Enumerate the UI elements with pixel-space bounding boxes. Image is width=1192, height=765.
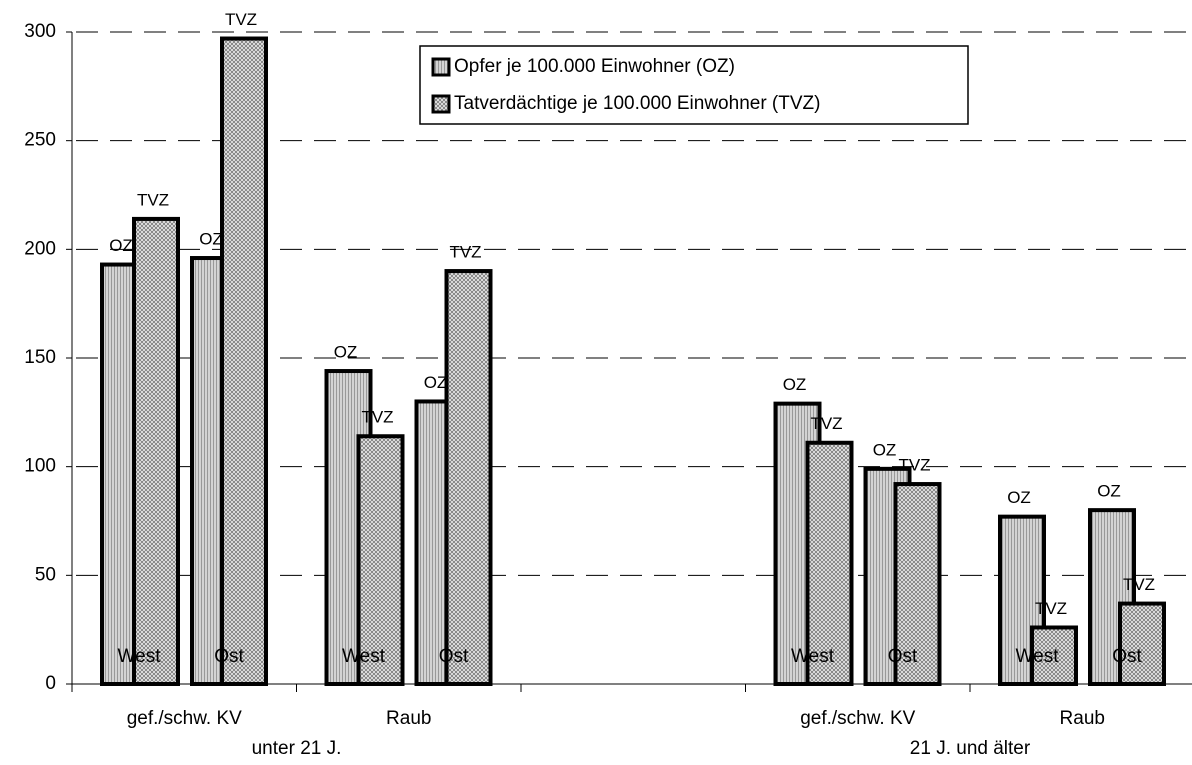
bar-label: TVZ [810, 414, 842, 433]
legend-label: Opfer je 100.000 Einwohner (OZ) [454, 56, 735, 77]
y-tick-label: 100 [24, 456, 56, 477]
bar [1118, 601, 1166, 686]
subgroup-label: Ost [439, 646, 469, 667]
bar [805, 440, 854, 687]
bar [444, 269, 493, 686]
bar-label: TVZ [225, 10, 257, 29]
x-tick-label: Raub [386, 708, 431, 729]
y-tick-label: 200 [24, 238, 56, 259]
group-label: unter 21 J. [252, 738, 342, 759]
subgroup-label: Ost [888, 646, 918, 667]
bar-label: TVZ [1035, 599, 1067, 618]
bar-label: OZ [1097, 482, 1121, 501]
bar [356, 434, 405, 686]
subgroup-label: West [791, 646, 835, 667]
x-tick-label: gef./schw. KV [800, 708, 915, 729]
bar-label: TVZ [449, 243, 481, 262]
bar-label: OZ [199, 230, 223, 249]
y-tick-label: 50 [35, 564, 56, 585]
bar [1030, 625, 1078, 687]
legend-label: Tatverdächtige je 100.000 Einwohner (TVZ… [454, 93, 820, 114]
legend: Opfer je 100.000 Einwohner (OZ) Tatverdäc… [419, 45, 969, 125]
y-tick-label: 150 [24, 347, 56, 368]
subgroup-label: West [118, 646, 162, 667]
subgroup-label: West [1016, 646, 1060, 667]
bar-label: OZ [334, 343, 358, 362]
bar-label: OZ [1007, 488, 1031, 507]
subgroup-label: Ost [214, 646, 244, 667]
y-tick-label: 250 [24, 130, 56, 151]
bar-label: TVZ [137, 190, 169, 209]
legend-swatch [431, 94, 451, 114]
x-tick-label: Raub [1060, 708, 1105, 729]
subgroup-label: West [342, 646, 386, 667]
legend-box [419, 45, 969, 125]
bar-label: OZ [109, 236, 133, 255]
bar [132, 216, 180, 686]
bar-label: TVZ [1123, 575, 1155, 594]
bar [220, 36, 268, 686]
y-tick-label: 0 [45, 673, 56, 694]
bar [893, 482, 942, 687]
bar-label: OZ [783, 375, 807, 394]
bar-label: OZ [873, 440, 897, 459]
y-tick-label: 300 [24, 21, 56, 42]
group-label: 21 J. und älter [910, 738, 1031, 759]
bar-label: TVZ [361, 408, 393, 427]
subgroup-label: Ost [1112, 646, 1142, 667]
x-tick-label: gef./schw. KV [127, 708, 242, 729]
bar-label: TVZ [898, 456, 930, 475]
bar-label: OZ [424, 373, 448, 392]
legend-swatch [431, 57, 451, 77]
